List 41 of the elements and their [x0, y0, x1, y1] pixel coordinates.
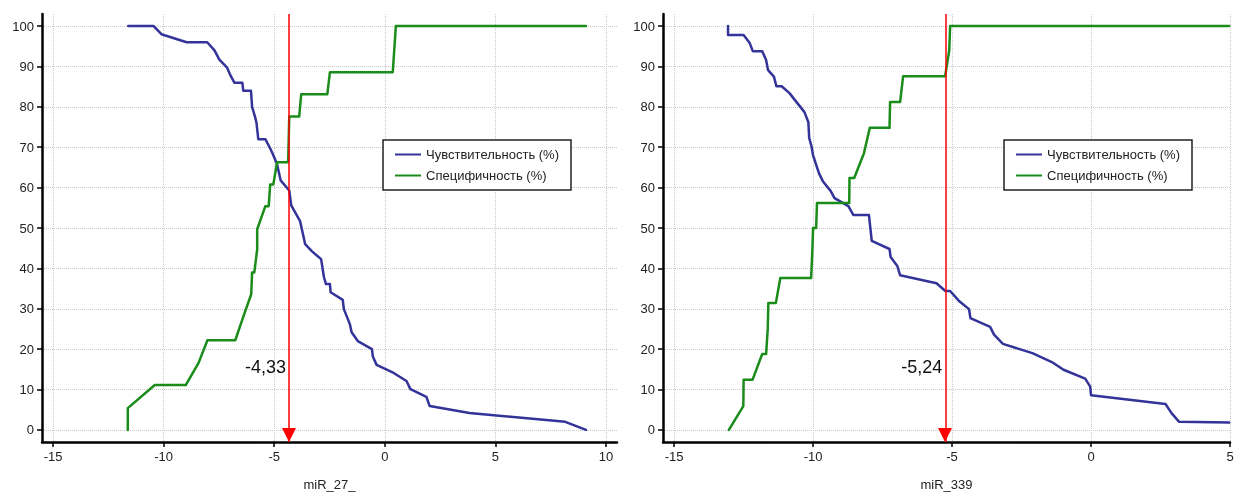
x-tick-label: 0	[381, 449, 389, 464]
x-tick-label: 5	[491, 449, 499, 464]
x-tick-label: -10	[154, 449, 174, 464]
y-tick-label: 100	[12, 18, 34, 34]
legend-label: Чувствительность (%)	[426, 147, 560, 162]
y-tick-label: 70	[19, 139, 34, 155]
legend-label: Специфичность (%)	[1047, 168, 1168, 183]
ref-line-label: -4,33	[245, 356, 287, 377]
y-tick-label: 0	[647, 422, 655, 438]
x-tick-label: -5	[946, 449, 958, 464]
y-tick-label: 70	[640, 139, 655, 155]
y-tick-label: 60	[640, 180, 655, 196]
y-tick-label: 40	[19, 260, 34, 276]
legend-label: Чувствительность (%)	[1047, 147, 1181, 162]
x-axis-title: miR_27_	[303, 477, 357, 492]
y-tick-label: 80	[19, 99, 34, 115]
y-tick-label: 100	[633, 18, 655, 34]
y-tick-label: 20	[640, 341, 655, 357]
y-tick-label: 30	[640, 301, 655, 317]
y-tick-label: 10	[19, 382, 34, 398]
y-tick-label: 50	[640, 220, 655, 236]
x-tick-label: -5	[268, 449, 280, 464]
y-tick-label: 80	[640, 99, 655, 115]
y-tick-label: 60	[19, 180, 34, 196]
y-tick-label: 90	[19, 58, 34, 74]
y-tick-label: 50	[19, 220, 34, 236]
y-tick-label: 40	[640, 260, 655, 276]
y-tick-label: 20	[19, 341, 34, 357]
ref-line-label: -5,24	[901, 356, 943, 377]
x-tick-label: -15	[664, 449, 684, 464]
x-tick-label: -15	[43, 449, 63, 464]
legend-label: Специфичность (%)	[426, 168, 547, 183]
y-tick-label: 30	[19, 301, 34, 317]
x-tick-label: 5	[1226, 449, 1234, 464]
x-tick-label: 0	[1087, 449, 1095, 464]
x-tick-label: 10	[598, 449, 614, 464]
y-tick-label: 10	[640, 382, 655, 398]
x-axis-title: miR_339	[920, 477, 973, 492]
y-tick-label: 90	[640, 58, 655, 74]
x-tick-label: -10	[803, 449, 823, 464]
y-tick-label: 0	[26, 422, 34, 438]
